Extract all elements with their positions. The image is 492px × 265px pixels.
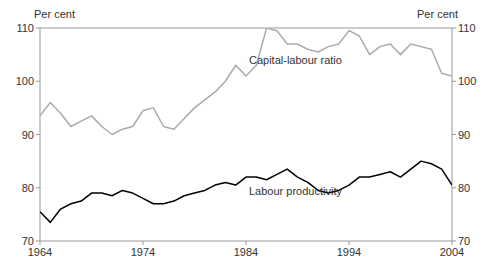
y2-axis: 70 80 90 100 110	[452, 22, 476, 247]
series-label: Capital-labour ratio	[249, 54, 342, 66]
y-tick-label: 80	[22, 182, 34, 194]
x-tick-label: 2004	[440, 246, 464, 258]
x-tick-label: 1974	[131, 246, 155, 258]
x-tick	[349, 241, 350, 245]
y-tick-label: 70	[22, 235, 34, 247]
y-tick	[36, 187, 40, 188]
y2-tick	[452, 28, 456, 29]
y-tick	[36, 81, 40, 82]
y2-tick-label: 90	[458, 129, 470, 141]
y-axis: 70 80 90 100 110	[16, 22, 40, 247]
y-tick	[36, 134, 40, 135]
series-line	[40, 28, 452, 135]
y2-tick-label: 80	[458, 182, 470, 194]
plot-frame	[40, 28, 452, 241]
x-axis: 1964 1974 1984 1994 2004	[28, 241, 464, 258]
y-tick	[36, 241, 40, 242]
series-label: Labour productivity	[249, 185, 342, 197]
y-tick-label: 90	[22, 129, 34, 141]
y2-tick	[452, 241, 456, 242]
series-line	[40, 161, 452, 222]
lines	[40, 28, 452, 222]
x-tick	[143, 241, 144, 245]
x-tick	[40, 241, 41, 245]
y2-tick	[452, 134, 456, 135]
x-tick-label: 1964	[28, 246, 52, 258]
x-tick-label: 1994	[337, 246, 361, 258]
y2-tick-label: 70	[458, 235, 470, 247]
y2-tick-label: 110	[458, 22, 476, 34]
y2-axis-label: Per cent	[417, 8, 458, 20]
x-tick-label: 1984	[234, 246, 258, 258]
y-tick	[36, 28, 40, 29]
x-tick	[452, 241, 453, 245]
y2-tick-label: 100	[458, 75, 476, 87]
y-tick-label: 110	[16, 22, 34, 34]
series-labels: Capital-labour ratio Labour productivity	[249, 54, 342, 197]
y-tick-label: 100	[16, 75, 34, 87]
x-tick	[246, 241, 247, 245]
y2-tick	[452, 81, 456, 82]
y2-tick	[452, 187, 456, 188]
y-axis-label: Per cent	[34, 8, 75, 20]
chart: 1964197419841994200470809010011070809010…	[0, 0, 492, 265]
